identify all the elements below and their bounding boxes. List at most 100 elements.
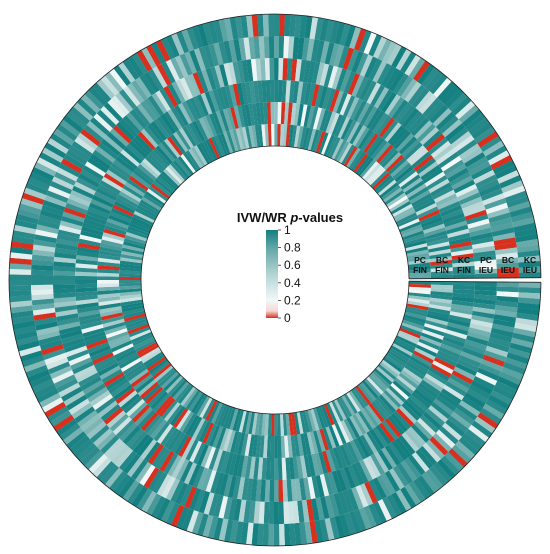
heatmap-cell [123,238,146,247]
heatmap-cell [291,125,298,148]
heatmap-cell [257,14,264,37]
heatmap-cell [406,183,427,199]
heatmap-cell [264,58,271,81]
heatmap-cell [79,316,102,326]
heatmap-cell [470,319,493,329]
heatmap-cell [461,432,483,452]
heatmap-cell [9,284,32,292]
heatmap-cell [468,117,490,136]
heatmap-cell [518,282,541,288]
heatmap-cell [210,66,221,89]
heatmap-cell [152,147,171,167]
heatmap-cell [365,135,382,156]
heatmap-cell [86,421,107,440]
heatmap-cell [93,428,113,447]
heatmap-cell [366,165,384,184]
heatmap-cell [429,297,452,304]
heatmap-cell [368,137,385,158]
heatmap-cell [160,425,177,447]
heatmap-cell [232,453,241,477]
heatmap-cell [306,499,315,522]
heatmap-cell [391,492,407,514]
heatmap-cell [170,134,186,155]
heatmap-cell [32,249,55,257]
heatmap-cell [127,482,144,505]
heatmap-cell [38,334,62,346]
heatmap-cell [185,439,199,461]
heatmap-cell [115,387,136,404]
heatmap-cell [263,36,270,59]
heatmap-cell [135,461,152,483]
heatmap-cell [518,266,541,273]
heatmap-cell [132,374,153,391]
heatmap-cell [359,78,373,101]
heatmap-cell [126,398,145,417]
heatmap-cell [213,517,224,540]
heatmap-cell [208,89,220,113]
heatmap-cell [161,399,178,420]
heatmap-cell [193,489,206,512]
heatmap-cell [518,292,541,300]
heatmap-cell [452,288,475,295]
heatmap-cell [12,230,36,240]
heatmap-cell [99,305,122,314]
ring-track-4 [74,79,475,481]
heatmap-cell [427,245,451,253]
heatmap-cell [390,201,412,215]
heatmap-cell [171,32,185,56]
heatmap-cell [315,497,325,520]
heatmap-cell [489,332,513,343]
heatmap-cell [446,224,469,235]
heatmap-cell [404,180,425,196]
heatmap-cell [218,518,229,542]
heatmap-cell [205,423,218,446]
heatmap-cell [395,212,418,225]
heatmap-cell [138,202,159,216]
heatmap-cell [54,252,77,260]
heatmap-cell [241,59,250,83]
heatmap-cell [175,157,192,177]
heatmap-cell [400,174,421,191]
heatmap-cell [84,334,107,346]
heatmap-cell [403,236,426,246]
heatmap-cell [443,159,465,176]
heatmap-cell [379,182,399,199]
heatmap-cell [303,60,312,83]
heatmap-cell [31,259,54,267]
heatmap-cell [407,295,430,301]
heatmap-cell [240,433,249,456]
heatmap-cell [151,42,166,65]
heatmap-cell [229,129,239,152]
heatmap-cell [359,54,374,77]
heatmap-cell [471,314,494,324]
heatmap-cell [440,84,460,105]
heatmap-cell [42,199,66,212]
heatmap-cell [449,240,472,249]
heatmap-cell [63,390,85,407]
heatmap-cell [324,517,335,541]
heatmap-cell [110,381,131,398]
heatmap-cell [53,284,76,290]
heatmap-cell [428,248,451,256]
heatmap-cell [518,272,541,278]
heatmap-cell [372,370,391,388]
heatmap-cell [338,142,353,164]
heatmap-cell [119,291,142,297]
heatmap-cell [466,388,488,404]
heatmap-cell [358,507,372,530]
heatmap-cell [310,129,320,152]
heatmap-cell [417,341,439,354]
heatmap-cell [442,212,465,224]
heatmap-cell [255,102,262,125]
heatmap-cell [428,304,451,312]
heatmap-cell [95,397,116,414]
heatmap-cell [292,456,300,480]
heatmap-cell [408,394,429,412]
heatmap-cell [396,375,417,392]
heatmap-cell [189,49,202,73]
heatmap-cell [185,99,199,121]
heatmap-cell [175,55,189,78]
heatmap-cell [507,347,531,359]
heatmap-cell [419,126,440,146]
heatmap-cell [491,227,515,237]
